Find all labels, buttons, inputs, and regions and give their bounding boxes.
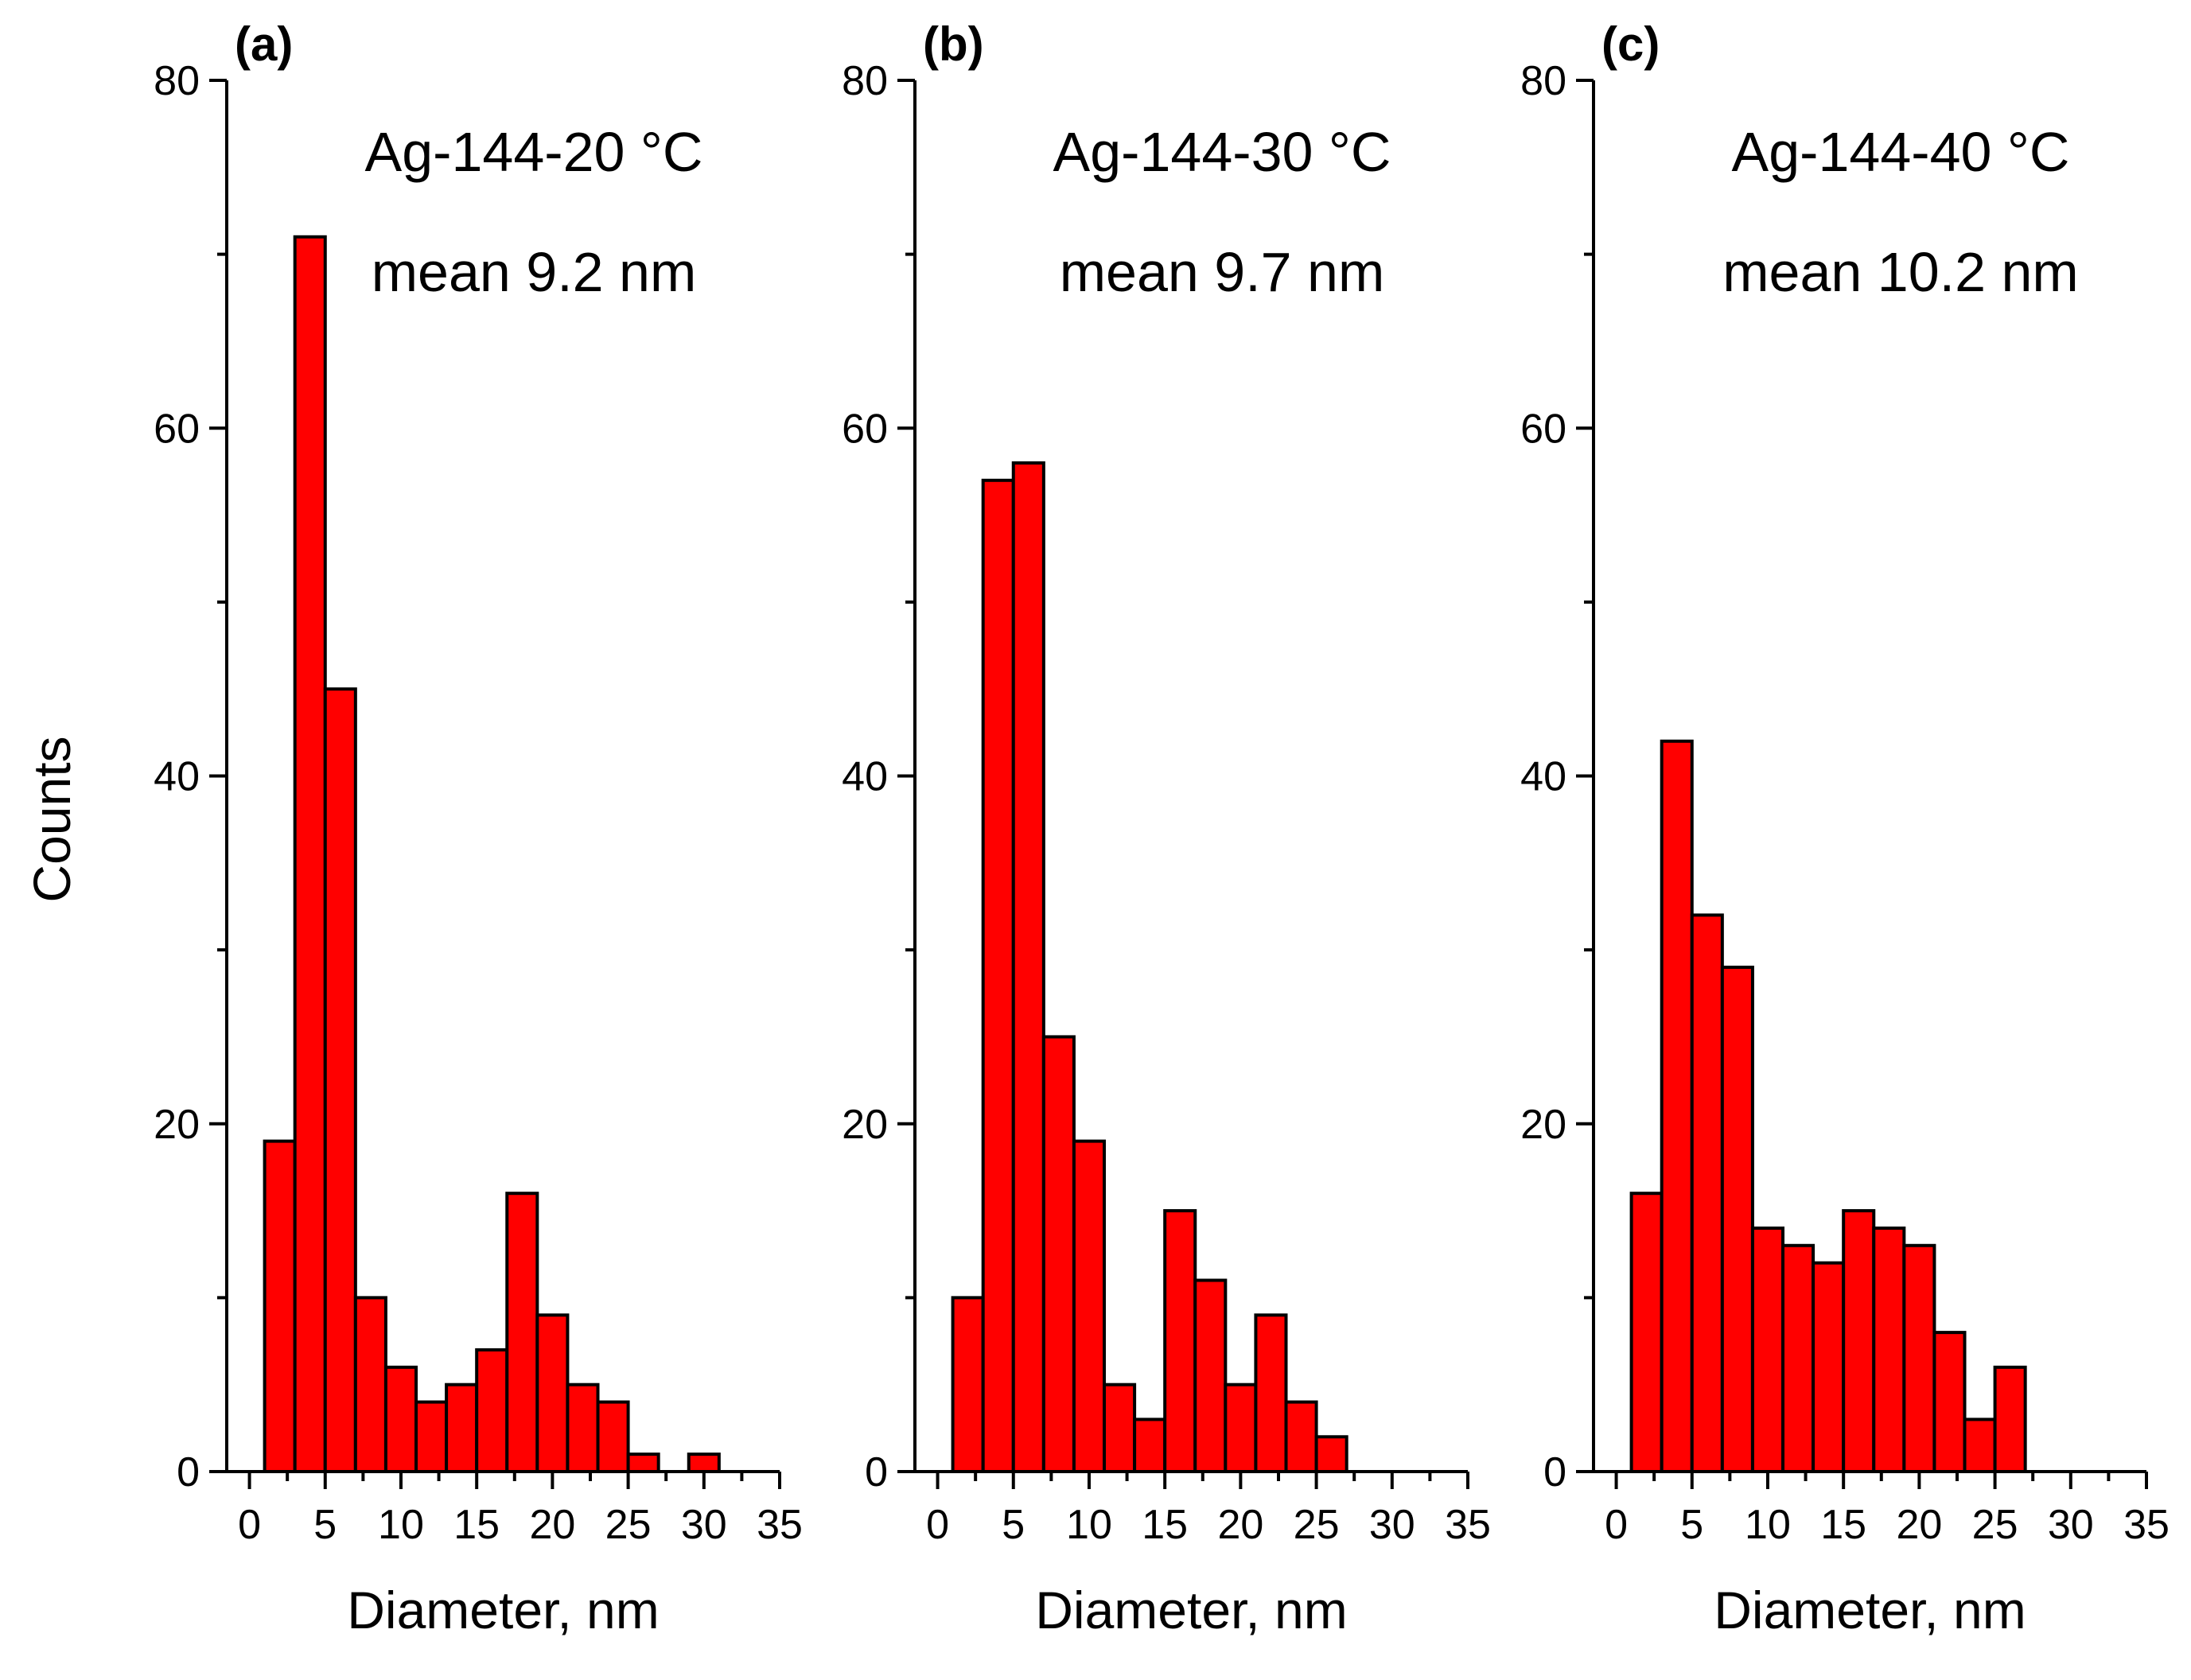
x-tick-label: 5 (1680, 1502, 1703, 1548)
x-axis-title: Diameter, nm (347, 1581, 659, 1639)
x-tick-label: 15 (1820, 1502, 1866, 1548)
y-tick-label: 0 (865, 1449, 888, 1495)
y-tick-label: 0 (1543, 1449, 1566, 1495)
x-tick-label: 5 (1002, 1502, 1025, 1548)
histogram-bar (475, 1348, 509, 1474)
histogram-bar (1193, 1278, 1228, 1473)
histogram-bar (1932, 1331, 1967, 1473)
histogram-bar (1224, 1382, 1258, 1473)
y-tick-label: 20 (1520, 1102, 1566, 1148)
x-tick-label: 5 (313, 1502, 337, 1548)
y-tick-label: 60 (154, 406, 200, 452)
x-tick-label: 0 (238, 1502, 261, 1548)
x-tick-label: 15 (1142, 1502, 1188, 1548)
x-tick-label: 30 (681, 1502, 727, 1548)
x-tick-label: 25 (1294, 1502, 1340, 1548)
y-tick-label: 80 (1520, 58, 1566, 104)
histogram-bar (981, 478, 1015, 1473)
histogram-bar (1284, 1400, 1318, 1474)
histogram-bar (596, 1400, 630, 1474)
x-tick-label: 15 (453, 1502, 500, 1548)
histogram-bar (353, 1296, 387, 1473)
x-tick-label: 30 (2048, 1502, 2094, 1548)
histogram-bar (383, 1365, 418, 1473)
x-tick-label: 10 (1066, 1502, 1112, 1548)
histogram-bar (1314, 1435, 1348, 1474)
y-tick-label: 20 (154, 1102, 200, 1148)
histogram-bar (1041, 1035, 1076, 1473)
histogram-bar (1872, 1226, 1906, 1474)
panel-label: (c) (1601, 18, 1660, 71)
x-tick-label: 30 (1369, 1502, 1415, 1548)
y-tick-label: 40 (842, 754, 888, 800)
histogram-bar (445, 1382, 479, 1473)
histogram-bar (1660, 739, 1694, 1473)
x-axis-title: Diameter, nm (1035, 1581, 1347, 1639)
histogram-bar (1254, 1313, 1288, 1474)
histogram-bar (1902, 1243, 1936, 1473)
x-tick-label: 35 (757, 1502, 803, 1548)
sample-label: Ag-144-40 °C (1732, 121, 2070, 183)
x-tick-label: 10 (1745, 1502, 1791, 1548)
y-tick-label: 0 (177, 1449, 200, 1495)
histogram-bar (1011, 461, 1045, 1473)
mean-label: mean 10.2 nm (1722, 241, 2078, 303)
y-tick-label: 20 (842, 1102, 888, 1148)
histogram-bar (1993, 1365, 2027, 1473)
y-tick-label: 40 (154, 754, 200, 800)
x-tick-label: 20 (1217, 1502, 1263, 1548)
panel-a: 0 20 40 60 80 0 5 10 15 20 25 30 35 Diameter, nm (a) Ag… (154, 18, 803, 1639)
histogram-bar (1133, 1418, 1167, 1473)
x-tick-label: 0 (1605, 1502, 1628, 1548)
histogram-bar (505, 1192, 539, 1473)
histogram-bar (1781, 1243, 1815, 1473)
histogram-bar (1072, 1139, 1107, 1474)
y-tick-label: 80 (842, 58, 888, 104)
histogram-bar (1690, 913, 1724, 1473)
histogram-bar (323, 687, 357, 1473)
x-tick-label: 0 (926, 1502, 949, 1548)
histogram-bar (1812, 1261, 1846, 1474)
histogram-bar (1750, 1226, 1785, 1474)
x-tick-label: 20 (1896, 1502, 1942, 1548)
histogram-bar (1720, 965, 1754, 1474)
sample-label: Ag-144-30 °C (1053, 121, 1391, 183)
x-tick-label: 25 (605, 1502, 652, 1548)
histogram-bar (1103, 1382, 1137, 1473)
panel-c: 0 20 40 60 80 0 5 10 15 20 25 30 35 Diameter, nm (c) Ag… (1520, 18, 2170, 1639)
sample-label: Ag-144-20 °C (365, 121, 703, 183)
x-axis-title: Diameter, nm (1714, 1581, 2026, 1639)
histogram-bar (1629, 1192, 1664, 1473)
histogram-bar (1963, 1418, 1997, 1473)
x-tick-label: 35 (2123, 1502, 2170, 1548)
x-tick-label: 25 (1972, 1502, 2018, 1548)
y-tick-label: 40 (1520, 754, 1566, 800)
panel-label: (a) (235, 18, 293, 71)
panel-b: 0 20 40 60 80 0 5 10 15 20 25 30 35 Diameter, nm (b) Ag… (842, 18, 1491, 1639)
y-axis-title: Counts (22, 736, 81, 902)
histogram-bar (263, 1139, 297, 1474)
x-tick-label: 10 (378, 1502, 424, 1548)
y-tick-label: 80 (154, 58, 200, 104)
histogram-bar (951, 1296, 985, 1473)
mean-label: mean 9.7 nm (1060, 241, 1385, 303)
histogram-bar (1842, 1209, 1876, 1473)
histogram-bar (414, 1400, 449, 1474)
histogram-bar (626, 1452, 660, 1473)
y-tick-label: 60 (1520, 406, 1566, 452)
mean-label: mean 9.2 nm (372, 241, 697, 303)
y-tick-label: 60 (842, 406, 888, 452)
histogram-bar (1163, 1209, 1197, 1473)
panel-label: (b) (923, 18, 984, 71)
histogram-bar (566, 1382, 600, 1473)
x-tick-label: 35 (1445, 1502, 1491, 1548)
histogram-bar (535, 1313, 570, 1474)
x-tick-label: 20 (529, 1502, 575, 1548)
histogram-bar (293, 235, 327, 1474)
histogram-bar (687, 1452, 721, 1473)
